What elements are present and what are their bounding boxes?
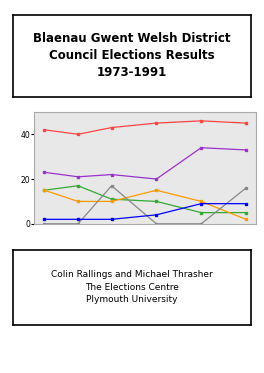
Text: Blaenau Gwent Welsh District
Council Elections Results
1973-1991: Blaenau Gwent Welsh District Council Ele… <box>33 32 231 79</box>
Text: Colin Rallings and Michael Thrasher
The Elections Centre
Plymouth University: Colin Rallings and Michael Thrasher The … <box>51 270 213 304</box>
